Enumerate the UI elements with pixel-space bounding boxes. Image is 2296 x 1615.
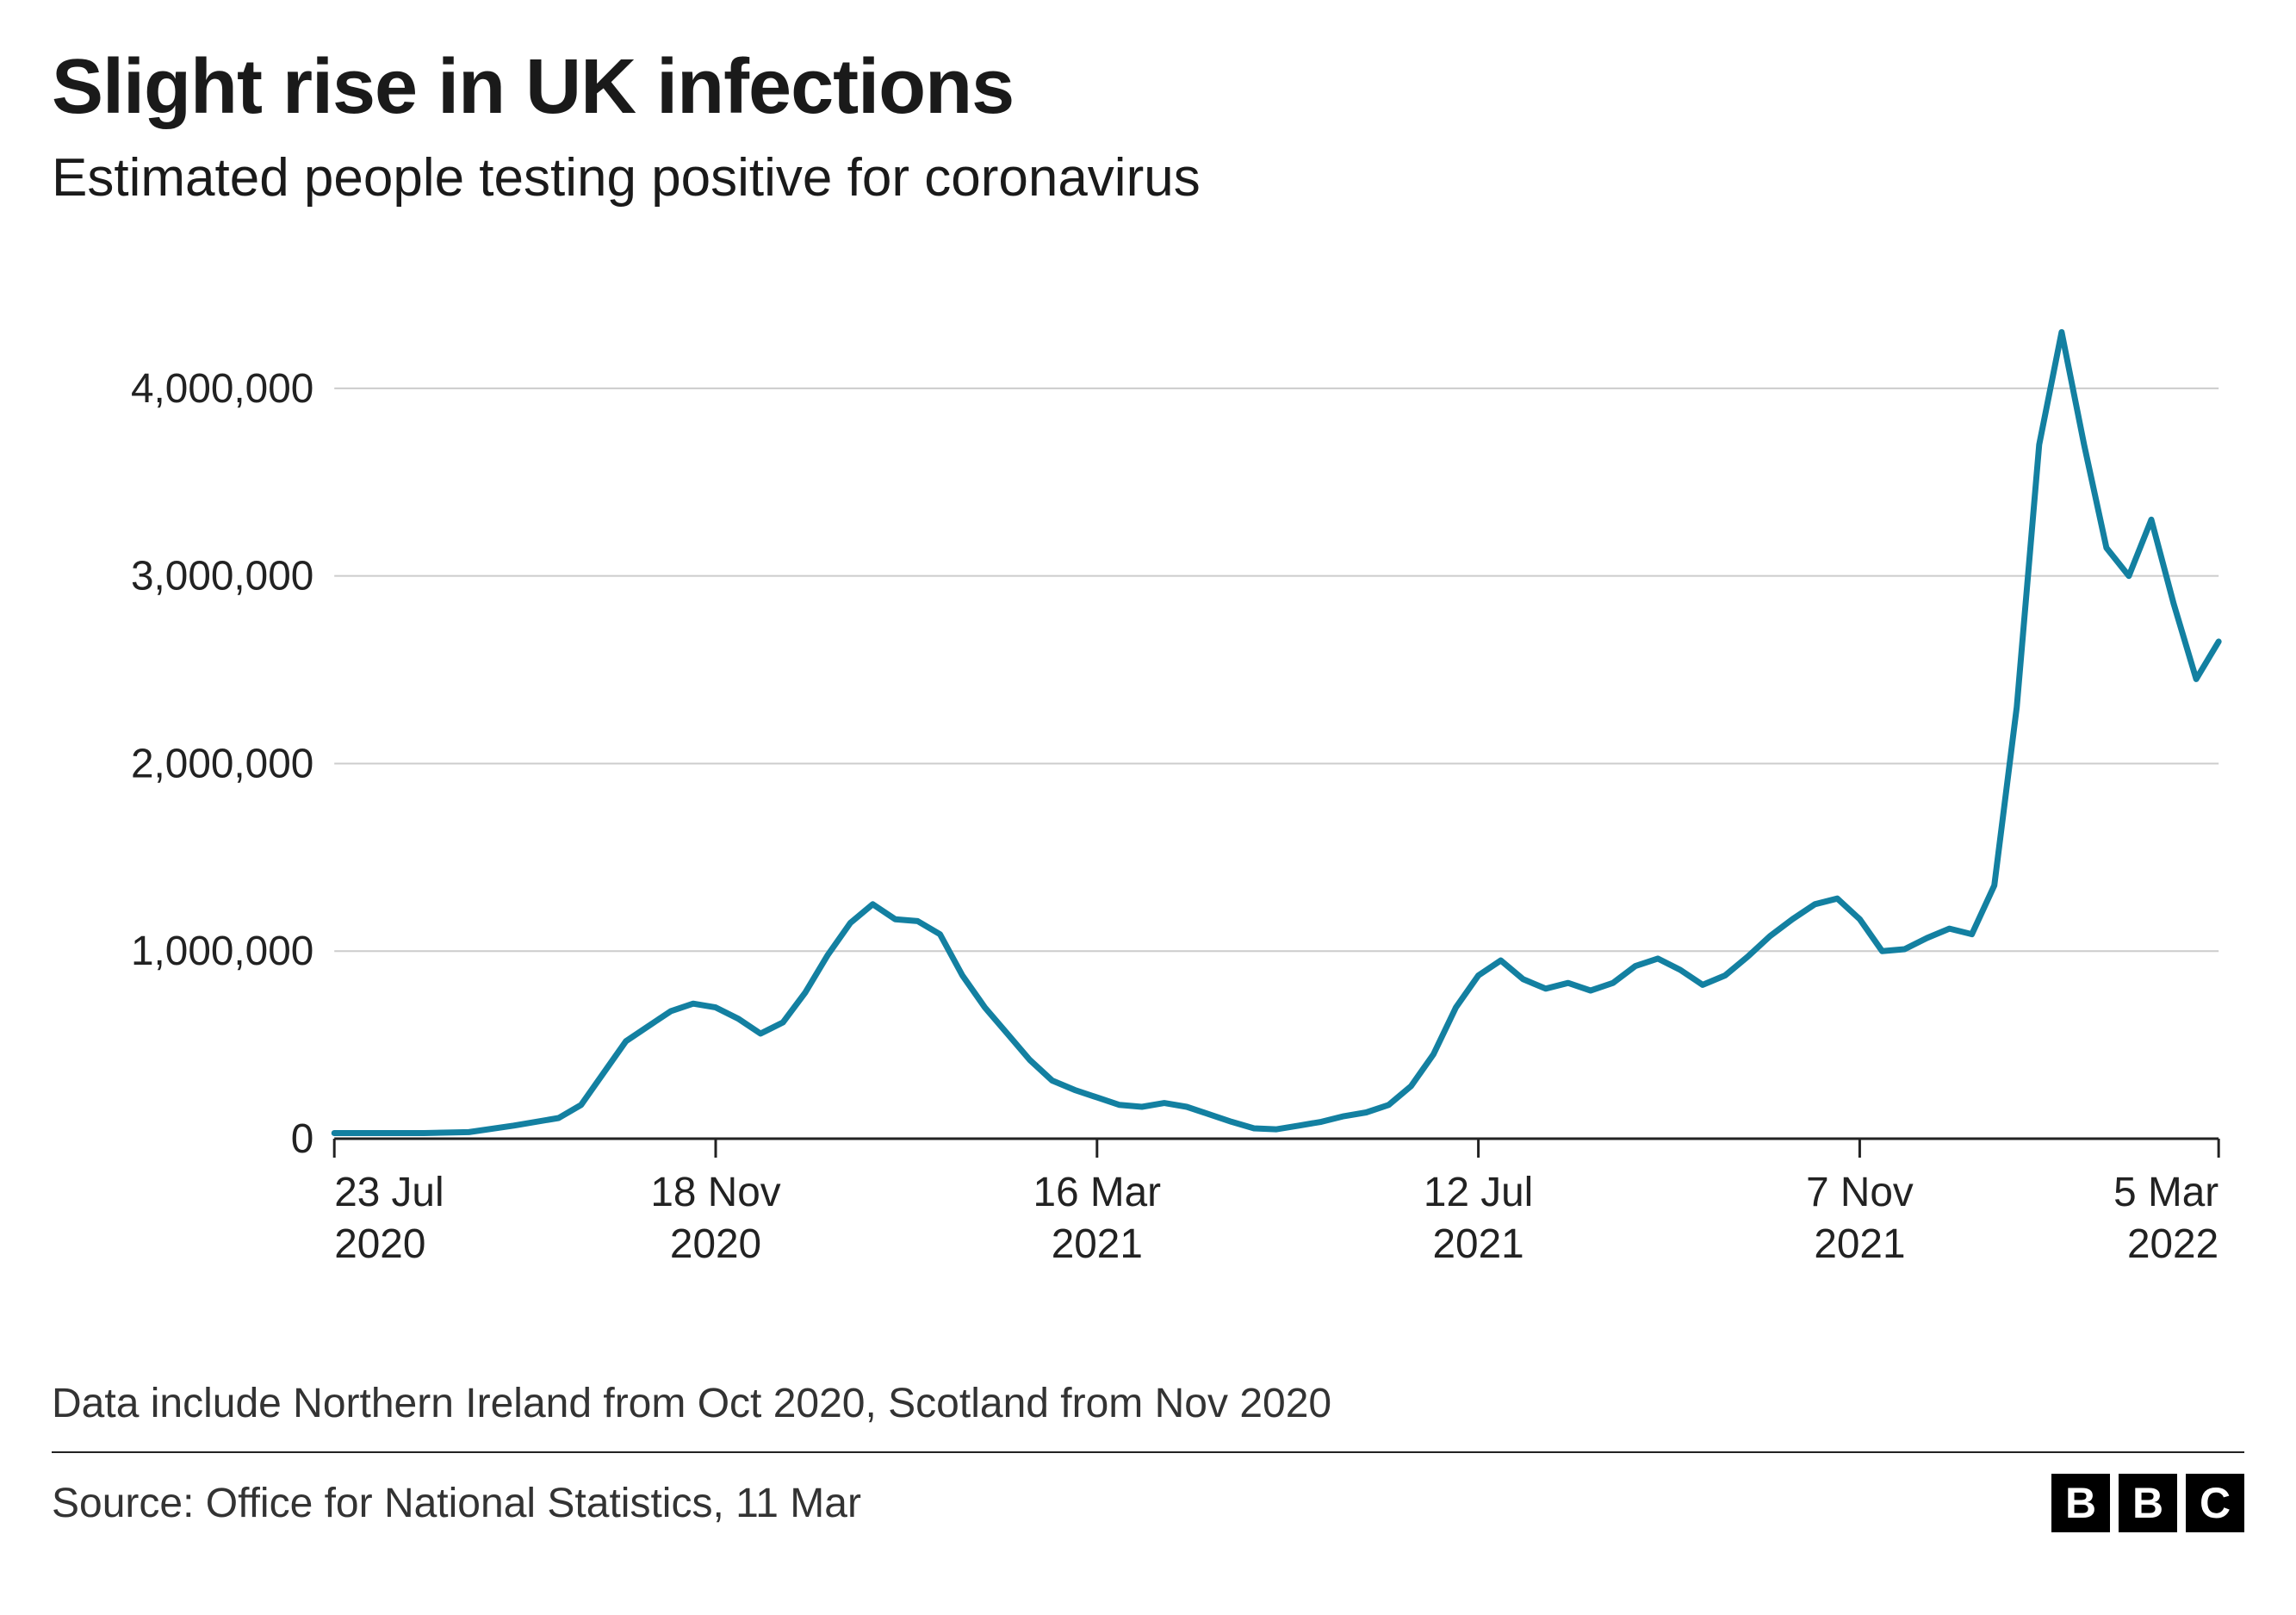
footer-divider <box>52 1451 2244 1453</box>
x-axis-label: 16 Mar <box>1033 1170 1162 1215</box>
y-axis-label: 4,000,000 <box>131 366 313 412</box>
y-axis-label: 2,000,000 <box>131 741 313 786</box>
bbc-logo-block: B <box>2119 1474 2177 1532</box>
y-axis-label: 0 <box>291 1116 314 1162</box>
bbc-logo: B B C <box>2051 1474 2244 1532</box>
chart-title: Slight rise in UK infections <box>52 43 2244 132</box>
y-axis-label: 3,000,000 <box>131 554 313 599</box>
x-axis-label: 18 Nov <box>650 1170 780 1215</box>
chart-subtitle: Estimated people testing positive for co… <box>52 147 2244 208</box>
chart-svg: 0 1,000,000 2,000,000 3,000,000 4,000,000 23 … <box>52 260 2244 1337</box>
x-axis-label-year: 2021 <box>1052 1221 1143 1267</box>
x-axis-label-year: 2020 <box>670 1221 761 1267</box>
chart-note: Data include Northern Ireland from Oct 2… <box>52 1380 2244 1427</box>
chart-footer: Source: Office for National Statistics, … <box>52 1474 2244 1532</box>
x-axis-label-year: 2020 <box>334 1221 425 1267</box>
line-chart: 0 1,000,000 2,000,000 3,000,000 4,000,000 23 … <box>52 260 2244 1337</box>
y-axis-label: 1,000,000 <box>131 929 313 974</box>
bbc-logo-block: B <box>2051 1474 2110 1532</box>
x-axis-label-year: 2022 <box>2127 1221 2218 1267</box>
x-axis-label: 5 Mar <box>2113 1170 2218 1215</box>
source-text: Source: Office for National Statistics, … <box>52 1480 861 1527</box>
x-axis-label: 23 Jul <box>334 1170 444 1215</box>
x-axis-label-year: 2021 <box>1814 1221 1905 1267</box>
x-axis-label: 12 Jul <box>1424 1170 1533 1215</box>
data-line <box>334 332 2218 1134</box>
x-axis-label: 7 Nov <box>1806 1170 1914 1215</box>
bbc-logo-block: C <box>2186 1474 2244 1532</box>
x-axis-label-year: 2021 <box>1433 1221 1524 1267</box>
